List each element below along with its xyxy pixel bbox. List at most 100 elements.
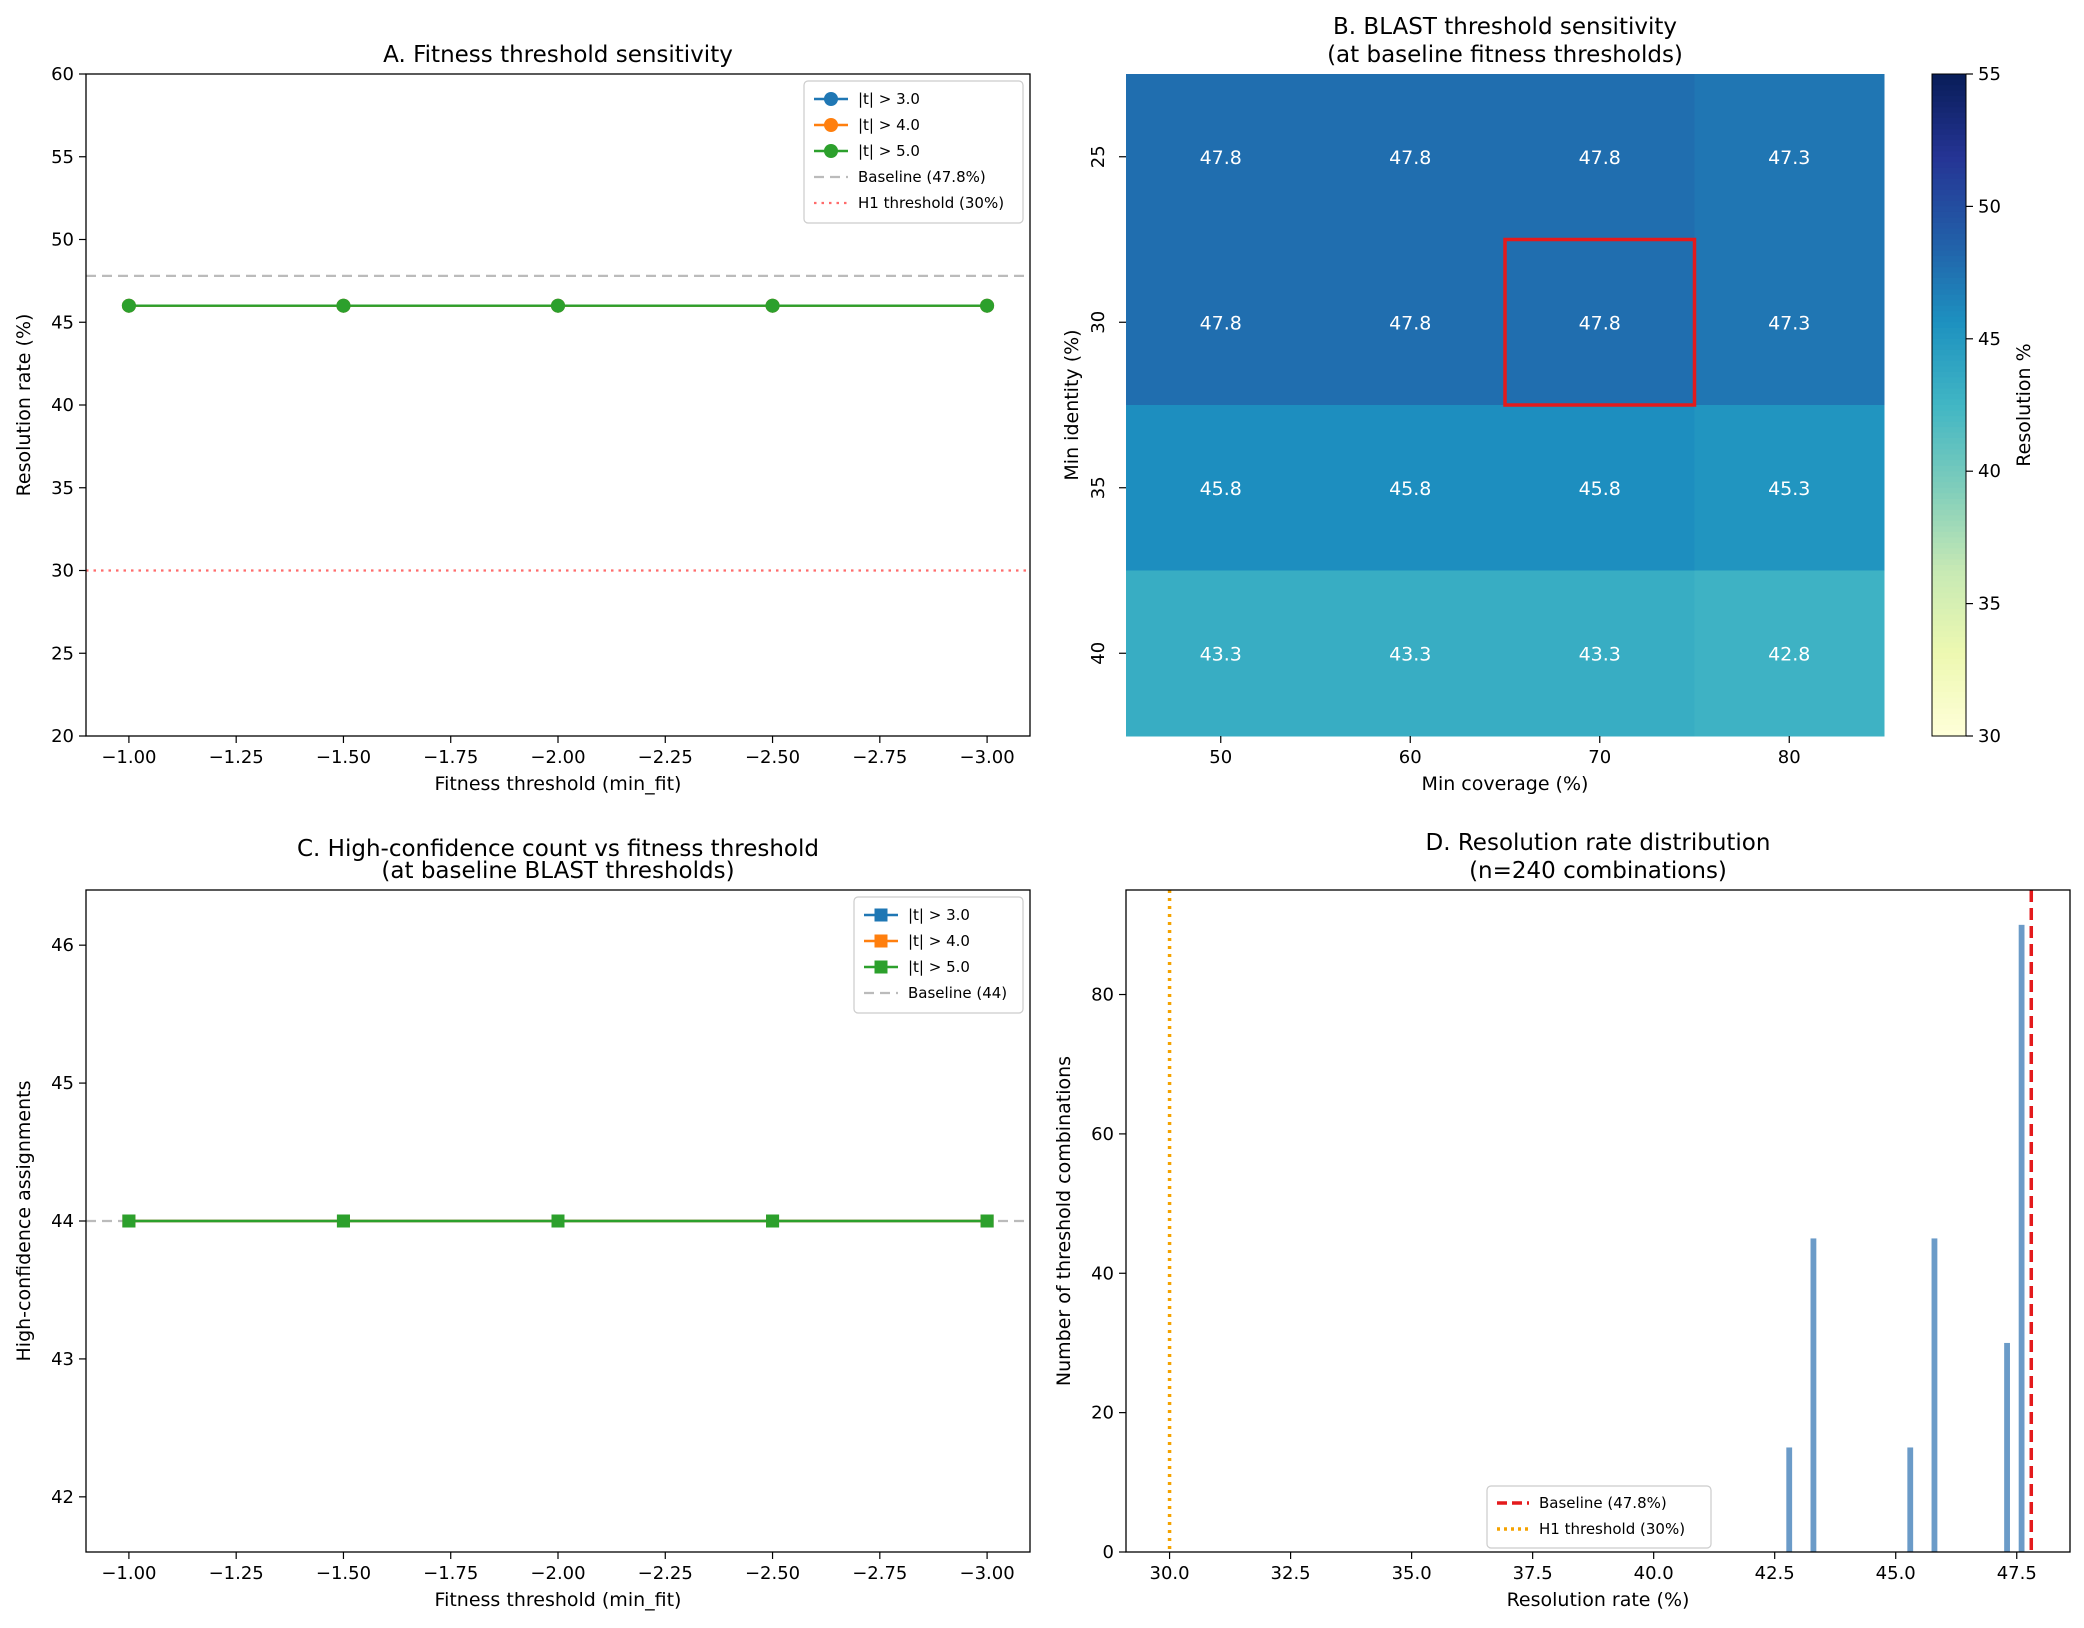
panel-a-marker-point xyxy=(336,298,351,313)
colorbar-segment xyxy=(1932,493,1966,500)
panel-a-legend-marker-point xyxy=(824,92,838,106)
histogram-bar xyxy=(1810,1238,1817,1552)
histogram-x-tick-label: 40.0 xyxy=(1634,1563,1674,1584)
colorbar-segment xyxy=(1932,498,1966,505)
colorbar-segment xyxy=(1932,239,1966,246)
histogram-axes-frame xyxy=(1125,889,2071,1553)
colorbar-segment xyxy=(1932,189,1966,196)
colorbar-segment xyxy=(1932,515,1966,522)
colorbar-segment xyxy=(1932,377,1966,384)
colorbar-segment xyxy=(1932,96,1966,103)
colorbar-segment xyxy=(1932,79,1966,86)
panel-c-y-tick-label: 45 xyxy=(51,1073,74,1094)
panel-a-marker-point xyxy=(551,298,565,313)
colorbar-segment xyxy=(1932,713,1966,721)
colorbar-tick-label: 45 xyxy=(1978,329,2001,350)
heatmap-cell-value: 43.3 xyxy=(1579,643,1621,665)
panel-a-y-tick-label: 30 xyxy=(51,561,74,582)
colorbar-tick-label: 30 xyxy=(1978,726,2001,747)
colorbar-segment xyxy=(1932,123,1966,130)
panel-a-legend-label: |t| > 3.0 xyxy=(858,90,920,108)
colorbar-segment xyxy=(1932,443,1966,450)
heatmap-cell-value: 47.3 xyxy=(1768,147,1810,169)
panel-a-legend-label: |t| > 4.0 xyxy=(858,116,920,134)
colorbar-segment xyxy=(1932,592,1966,599)
colorbar-segment xyxy=(1932,118,1966,125)
colorbar-segment xyxy=(1932,206,1966,213)
colorbar-segment xyxy=(1932,74,1966,81)
colorbar-segment xyxy=(1932,360,1966,367)
colorbar-segment xyxy=(1932,382,1966,390)
colorbar-segment xyxy=(1932,625,1966,632)
panel-a-y-tick-label: 55 xyxy=(51,147,74,168)
colorbar-segment xyxy=(1932,537,1966,544)
heatmap-x-tick-label: 50 xyxy=(1209,747,1232,768)
panel-a-x-tick-label: −1.00 xyxy=(101,747,156,768)
colorbar-segment xyxy=(1932,531,1966,538)
colorbar-segment xyxy=(1932,272,1966,279)
colorbar-segment xyxy=(1932,371,1966,379)
colorbar-segment xyxy=(1932,460,1966,467)
colorbar-segment xyxy=(1932,349,1966,356)
heatmap-y-axis-label: Min identity (%) xyxy=(1061,329,1083,480)
heatmap-x-tick-label: 70 xyxy=(1588,747,1611,768)
panel-c-x-tick-label: −2.00 xyxy=(530,1563,585,1584)
heatmap-cell xyxy=(1315,74,1506,240)
colorbar-segment xyxy=(1932,482,1966,489)
panel-a-y-axis-label: Resolution rate (%) xyxy=(13,314,35,497)
colorbar-segment xyxy=(1932,300,1966,307)
colorbar-tick-label: 55 xyxy=(1978,64,2001,85)
panel-c-legend-label: |t| > 4.0 xyxy=(908,932,970,950)
panel-a-y-tick-label: 50 xyxy=(51,230,74,251)
panel-c-legend-box xyxy=(853,896,1024,1014)
panel-c-x-tick-label: −1.00 xyxy=(101,1563,156,1584)
panel-c-x-tick-label: −2.25 xyxy=(638,1563,693,1584)
panel-d-resolution-histogram: D. Resolution rate distribution(n=240 co… xyxy=(1053,830,2071,1611)
histogram-y-tick-label: 40 xyxy=(1091,1263,1114,1284)
panel-a-legend: |t| > 3.0 |t| > 4.0 |t| > 5.0 Baseline (47.… xyxy=(803,80,1024,224)
heatmap-cell xyxy=(1505,405,1695,571)
colorbar-segment xyxy=(1932,520,1966,527)
panel-a-marker-point xyxy=(121,298,136,313)
heatmap-y-tick-label: 40 xyxy=(1088,642,1109,665)
panel-c-marker-point xyxy=(551,1214,565,1228)
colorbar-segment xyxy=(1932,173,1966,180)
colorbar-segment xyxy=(1932,504,1966,511)
panel-a-fitness-sensitivity: A. Fitness threshold sensitivity −1.00 −1.… xyxy=(13,42,1031,795)
colorbar-segment xyxy=(1932,487,1966,494)
panel-a-marker-point xyxy=(980,298,995,313)
colorbar-segment xyxy=(1932,526,1966,533)
panel-c-legend: |t| > 3.0 |t| > 4.0 |t| > 5.0 Baseline (44) xyxy=(853,896,1024,1014)
colorbar-segment xyxy=(1932,267,1966,274)
histogram-x-tick-label: 37.5 xyxy=(1513,1563,1553,1584)
colorbar-segment xyxy=(1932,410,1966,417)
colorbar-segment xyxy=(1932,344,1966,351)
histogram-x-tick-label: 32.5 xyxy=(1271,1563,1311,1584)
colorbar-segment xyxy=(1932,289,1966,296)
panel-c-title: C. High-confidence count vs fitness thre… xyxy=(297,836,819,862)
heatmap-cell xyxy=(1126,74,1316,240)
heatmap-y-tick-label: 30 xyxy=(1088,311,1109,334)
colorbar-segment xyxy=(1932,631,1966,638)
panel-a-legend-label: Baseline (47.8%) xyxy=(858,168,986,186)
colorbar-segment xyxy=(1932,576,1966,583)
colorbar-segment xyxy=(1932,675,1966,682)
colorbar-frame xyxy=(1931,73,1967,737)
heatmap-y-tick-label: 25 xyxy=(1088,145,1109,168)
colorbar-tick-label: 35 xyxy=(1978,594,2001,615)
panel-a-y-tick-label: 60 xyxy=(51,64,74,85)
panel-a-legend-marker-point xyxy=(824,118,838,132)
colorbar-segment xyxy=(1932,156,1966,163)
colorbar-segment xyxy=(1932,256,1966,263)
colorbar-segment xyxy=(1932,581,1966,588)
colorbar-segment xyxy=(1932,471,1966,478)
colorbar-segment xyxy=(1932,184,1966,191)
colorbar-segment xyxy=(1932,162,1966,169)
heatmap-cell-value: 43.3 xyxy=(1200,643,1242,665)
heatmap-cell xyxy=(1694,405,1885,571)
colorbar-tick-label: 50 xyxy=(1978,196,2001,217)
heatmap-y-tick-label: 35 xyxy=(1088,476,1109,499)
colorbar-segment xyxy=(1932,548,1966,555)
heatmap-cell xyxy=(1505,570,1695,737)
